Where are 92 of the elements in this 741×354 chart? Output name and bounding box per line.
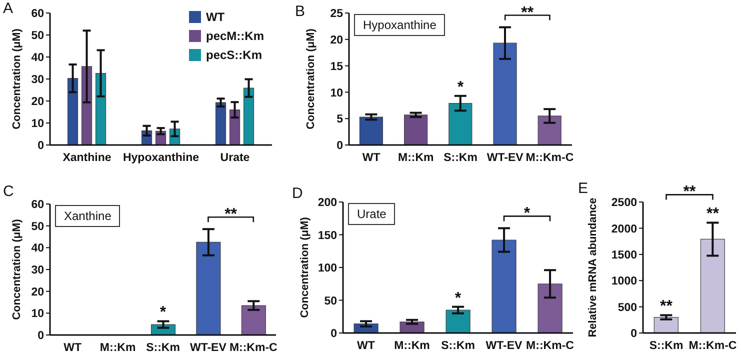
- y-tick-label: 0: [330, 328, 337, 340]
- x-tick-label: S::Km: [441, 340, 475, 352]
- y-tick-label: 0: [38, 330, 44, 342]
- y-tick-label: 15: [330, 60, 344, 73]
- x-tick-label: S::Km: [146, 342, 180, 354]
- x-tick-label: M::Km-C: [526, 152, 574, 164]
- y-tick-label: 60: [31, 8, 44, 20]
- y-tick-label: 2500: [611, 197, 637, 210]
- x-tick-label: Xanthine: [62, 152, 112, 164]
- y-tick-label: 10: [330, 87, 343, 100]
- x-tick-label: WT-EV: [486, 340, 523, 352]
- bar: [446, 310, 470, 333]
- x-tick-label: S::Km: [444, 152, 478, 164]
- legend-label: pecM::Km: [206, 29, 264, 43]
- y-tick-label: 500: [618, 302, 637, 314]
- annotation: *: [457, 78, 464, 96]
- x-tick-label: M::Km-C: [688, 340, 737, 352]
- x-tick-label: M::Km-C: [526, 340, 574, 352]
- y-tick-label: 50: [31, 30, 44, 42]
- bar: [241, 305, 266, 335]
- x-tick-label: Hypoxanthine: [122, 152, 200, 164]
- y-tick-label: 10: [31, 308, 44, 320]
- y-tick-label: 20: [31, 286, 44, 298]
- y-tick-label: 30: [31, 74, 44, 86]
- annotation: *: [454, 290, 462, 307]
- y-tick-label: 1500: [611, 249, 637, 262]
- bar: [95, 72, 106, 145]
- y-tick-label: 25: [330, 8, 344, 20]
- y-tick-label: 50: [31, 220, 44, 233]
- bar: [492, 240, 516, 333]
- chart-subtitle: Xanthine: [55, 205, 120, 227]
- x-tick-label: M::Km: [394, 340, 430, 352]
- bar: [538, 116, 562, 145]
- text: **: [683, 184, 696, 201]
- bar: [538, 284, 562, 333]
- bar: [229, 110, 240, 145]
- y-tick-label: 20: [330, 34, 343, 46]
- y-axis-title: Relative mRNA abundance: [586, 198, 599, 338]
- y-tick-label: 60: [31, 199, 44, 212]
- bar: [215, 102, 226, 145]
- y-tick-label: 0: [38, 140, 44, 152]
- legend-label: WT: [206, 10, 225, 24]
- annotation: **: [706, 206, 720, 223]
- y-axis-title: Concentration (μM): [304, 28, 317, 130]
- annotation: **: [521, 4, 534, 22]
- bar: [196, 242, 221, 335]
- text: Hypoxanthine: [354, 14, 446, 36]
- legend-label: pecS::Km: [206, 48, 262, 62]
- chart-subtitle: Urate: [348, 203, 396, 225]
- y-tick-label: 150: [318, 230, 337, 242]
- chart-title: E: [578, 180, 588, 197]
- bar: [67, 78, 78, 145]
- x-tick-label: WT: [64, 342, 82, 354]
- bar: [243, 88, 254, 145]
- chart-title: C: [3, 183, 14, 200]
- y-tick-label: 10: [31, 118, 44, 130]
- x-tick-label: WT-EV: [190, 342, 227, 354]
- bar: [448, 102, 472, 145]
- annotation: **: [224, 206, 238, 224]
- y-tick-label: 5: [336, 114, 344, 126]
- x-tick-label: WT: [362, 152, 380, 164]
- x-tick-label: Urate: [220, 152, 250, 164]
- bar: [359, 116, 384, 145]
- x-tick-label: WT-EV: [486, 152, 524, 164]
- x-tick-label: M::Km-C: [229, 342, 278, 354]
- y-tick-label: 50: [324, 295, 337, 308]
- bar: [404, 114, 428, 145]
- annotation: *: [160, 304, 167, 322]
- annotation: *: [524, 205, 531, 222]
- annotation: **: [660, 298, 674, 316]
- y-tick-label: 100: [318, 262, 337, 275]
- y-tick-label: 40: [31, 52, 44, 64]
- y-axis-title: Concentration (μM): [10, 28, 23, 130]
- chart-title: B: [295, 3, 306, 20]
- x-tick-label: M::Km: [100, 342, 136, 354]
- y-axis-title: Concentration (μM): [10, 218, 23, 320]
- y-tick-label: 200: [318, 197, 337, 210]
- x-tick-label: M::Km: [398, 152, 434, 164]
- y-tick-label: 40: [31, 242, 44, 255]
- y-tick-label: 1000: [611, 276, 637, 288]
- bar: [493, 42, 517, 145]
- chart-title: A: [3, 0, 14, 17]
- y-tick-label: 0: [630, 328, 637, 340]
- y-tick-label: 2000: [611, 223, 637, 236]
- x-tick-label: S::Km: [649, 340, 684, 352]
- chart-title: D: [292, 185, 303, 202]
- y-axis-title: Concentration (μM): [298, 216, 311, 318]
- y-tick-label: 30: [31, 264, 44, 277]
- x-tick-label: WT: [357, 340, 375, 352]
- y-tick-label: 0: [336, 140, 343, 152]
- y-tick-label: 20: [31, 96, 44, 108]
- bar: [400, 322, 424, 333]
